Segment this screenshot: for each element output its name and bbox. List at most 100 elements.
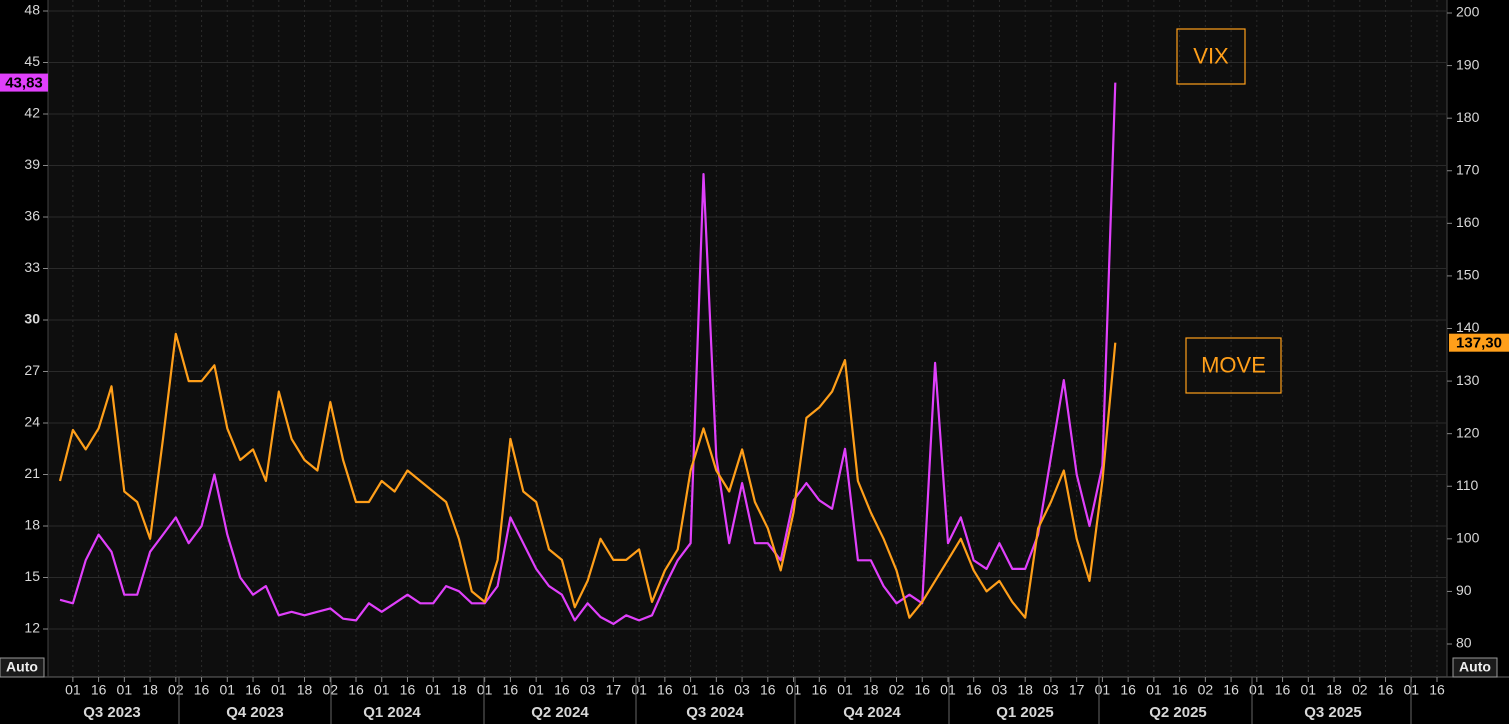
x-tick-label: 01 xyxy=(940,682,956,698)
legend-box xyxy=(1176,28,1246,85)
x-tick-label: 01 xyxy=(528,682,544,698)
y-tick-label: 48 xyxy=(24,2,40,18)
x-tick-label: 16 xyxy=(811,682,827,698)
x-tick-label: 01 xyxy=(425,682,441,698)
x-tick-label: 01 xyxy=(683,682,699,698)
x-tick-label: 16 xyxy=(657,682,673,698)
x-tick-label: 01 xyxy=(477,682,493,698)
x-tick-label: 16 xyxy=(91,682,107,698)
y2-tick-label: 180 xyxy=(1456,109,1480,125)
y2-tick-label: 120 xyxy=(1456,424,1480,440)
y2-tick-label: 150 xyxy=(1456,267,1480,283)
x-tick-label: 18 xyxy=(451,682,467,698)
y-tick-label: 21 xyxy=(24,465,40,481)
last-value-label: 43,83 xyxy=(5,75,43,92)
x-tick-label: 01 xyxy=(1249,682,1265,698)
x-tick-label: 03 xyxy=(734,682,750,698)
x-tick-label: 18 xyxy=(1326,682,1342,698)
y-tick-label: 18 xyxy=(24,517,40,533)
x-tick-label: 16 xyxy=(914,682,930,698)
x-tick-label: 16 xyxy=(709,682,725,698)
x-tick-label: 17 xyxy=(1069,682,1085,698)
y2-tick-label: 130 xyxy=(1456,372,1480,388)
x-tick-label: 16 xyxy=(194,682,210,698)
x-tick-label: 16 xyxy=(1223,682,1239,698)
x-tick-label: 16 xyxy=(1429,682,1445,698)
y2-tick-label: 160 xyxy=(1456,214,1480,230)
x-tick-label: 18 xyxy=(297,682,313,698)
quarter-label: Q1 2024 xyxy=(363,704,421,721)
quarter-label: Q2 2025 xyxy=(1149,704,1207,721)
x-tick-label: 01 xyxy=(1146,682,1162,698)
y-tick-label: 39 xyxy=(24,156,40,172)
x-tick-label: 01 xyxy=(220,682,236,698)
x-tick-label: 01 xyxy=(271,682,287,698)
x-tick-label: 01 xyxy=(786,682,802,698)
x-tick-label: 01 xyxy=(1301,682,1317,698)
last-value-label: 137,30 xyxy=(1456,335,1502,352)
y-tick-label: 27 xyxy=(24,362,40,378)
y-tick-label: 24 xyxy=(24,414,40,430)
x-tick-label: 03 xyxy=(992,682,1008,698)
y-tick-label: 12 xyxy=(24,620,40,636)
y-tick-label: 45 xyxy=(24,53,40,69)
legend-label: VIX xyxy=(1193,43,1229,68)
y-tick-label: 15 xyxy=(24,568,40,584)
y-tick-label: 42 xyxy=(24,105,40,121)
quarter-label: Q4 2023 xyxy=(226,704,284,721)
x-tick-label: 18 xyxy=(1017,682,1033,698)
quarter-label: Q1 2025 xyxy=(996,704,1054,721)
y2-tick-label: 110 xyxy=(1456,477,1479,493)
auto-button[interactable] xyxy=(1452,657,1498,678)
last-value-tag xyxy=(0,73,48,92)
y2-tick-label: 190 xyxy=(1456,56,1480,72)
x-tick-label: 02 xyxy=(1352,682,1368,698)
auto-button-label: Auto xyxy=(1459,659,1491,675)
x-tick-label: 17 xyxy=(606,682,622,698)
y2-tick-label: 80 xyxy=(1456,635,1472,651)
x-tick-label: 01 xyxy=(631,682,647,698)
series-line xyxy=(58,332,1117,619)
last-value-tag xyxy=(1449,333,1509,352)
x-tick-label: 16 xyxy=(1275,682,1291,698)
quarter-label: Q3 2025 xyxy=(1304,704,1362,721)
x-tick-label: 02 xyxy=(168,682,184,698)
x-tick-label: 03 xyxy=(580,682,596,698)
x-tick-label: 16 xyxy=(245,682,261,698)
x-tick-label: 16 xyxy=(1120,682,1136,698)
x-tick-label: 01 xyxy=(837,682,853,698)
y2-tick-label: 140 xyxy=(1456,319,1480,335)
x-tick-label: 16 xyxy=(503,682,519,698)
x-tick-label: 16 xyxy=(760,682,776,698)
quarter-label: Q4 2024 xyxy=(843,704,901,721)
y-tick-label: 30 xyxy=(24,311,40,327)
x-tick-label: 18 xyxy=(142,682,158,698)
quarter-label: Q3 2023 xyxy=(83,704,141,721)
legend-box xyxy=(1185,337,1282,394)
series-line xyxy=(59,82,1117,625)
x-tick-label: 02 xyxy=(889,682,905,698)
y2-tick-label: 100 xyxy=(1456,530,1480,546)
y-tick-label: 33 xyxy=(24,259,40,275)
x-tick-label: 03 xyxy=(1043,682,1059,698)
y2-tick-label: 170 xyxy=(1456,161,1480,177)
x-tick-label: 01 xyxy=(117,682,133,698)
quarter-label: Q2 2024 xyxy=(531,704,589,721)
y2-tick-label: 90 xyxy=(1456,582,1472,598)
x-tick-label: 16 xyxy=(1378,682,1394,698)
auto-button[interactable] xyxy=(0,657,45,678)
x-tick-label: 18 xyxy=(863,682,879,698)
y2-tick-label: 200 xyxy=(1456,4,1480,20)
x-tick-label: 02 xyxy=(322,682,338,698)
x-tick-label: 16 xyxy=(554,682,570,698)
auto-button-label: Auto xyxy=(6,659,38,675)
legend-label: MOVE xyxy=(1201,352,1266,377)
quarter-label: Q3 2024 xyxy=(686,704,744,721)
x-tick-label: 16 xyxy=(348,682,364,698)
y-tick-label: 36 xyxy=(24,208,40,224)
x-tick-label: 16 xyxy=(1172,682,1188,698)
x-tick-label: 02 xyxy=(1198,682,1214,698)
x-tick-label: 01 xyxy=(374,682,390,698)
x-tick-label: 16 xyxy=(400,682,416,698)
